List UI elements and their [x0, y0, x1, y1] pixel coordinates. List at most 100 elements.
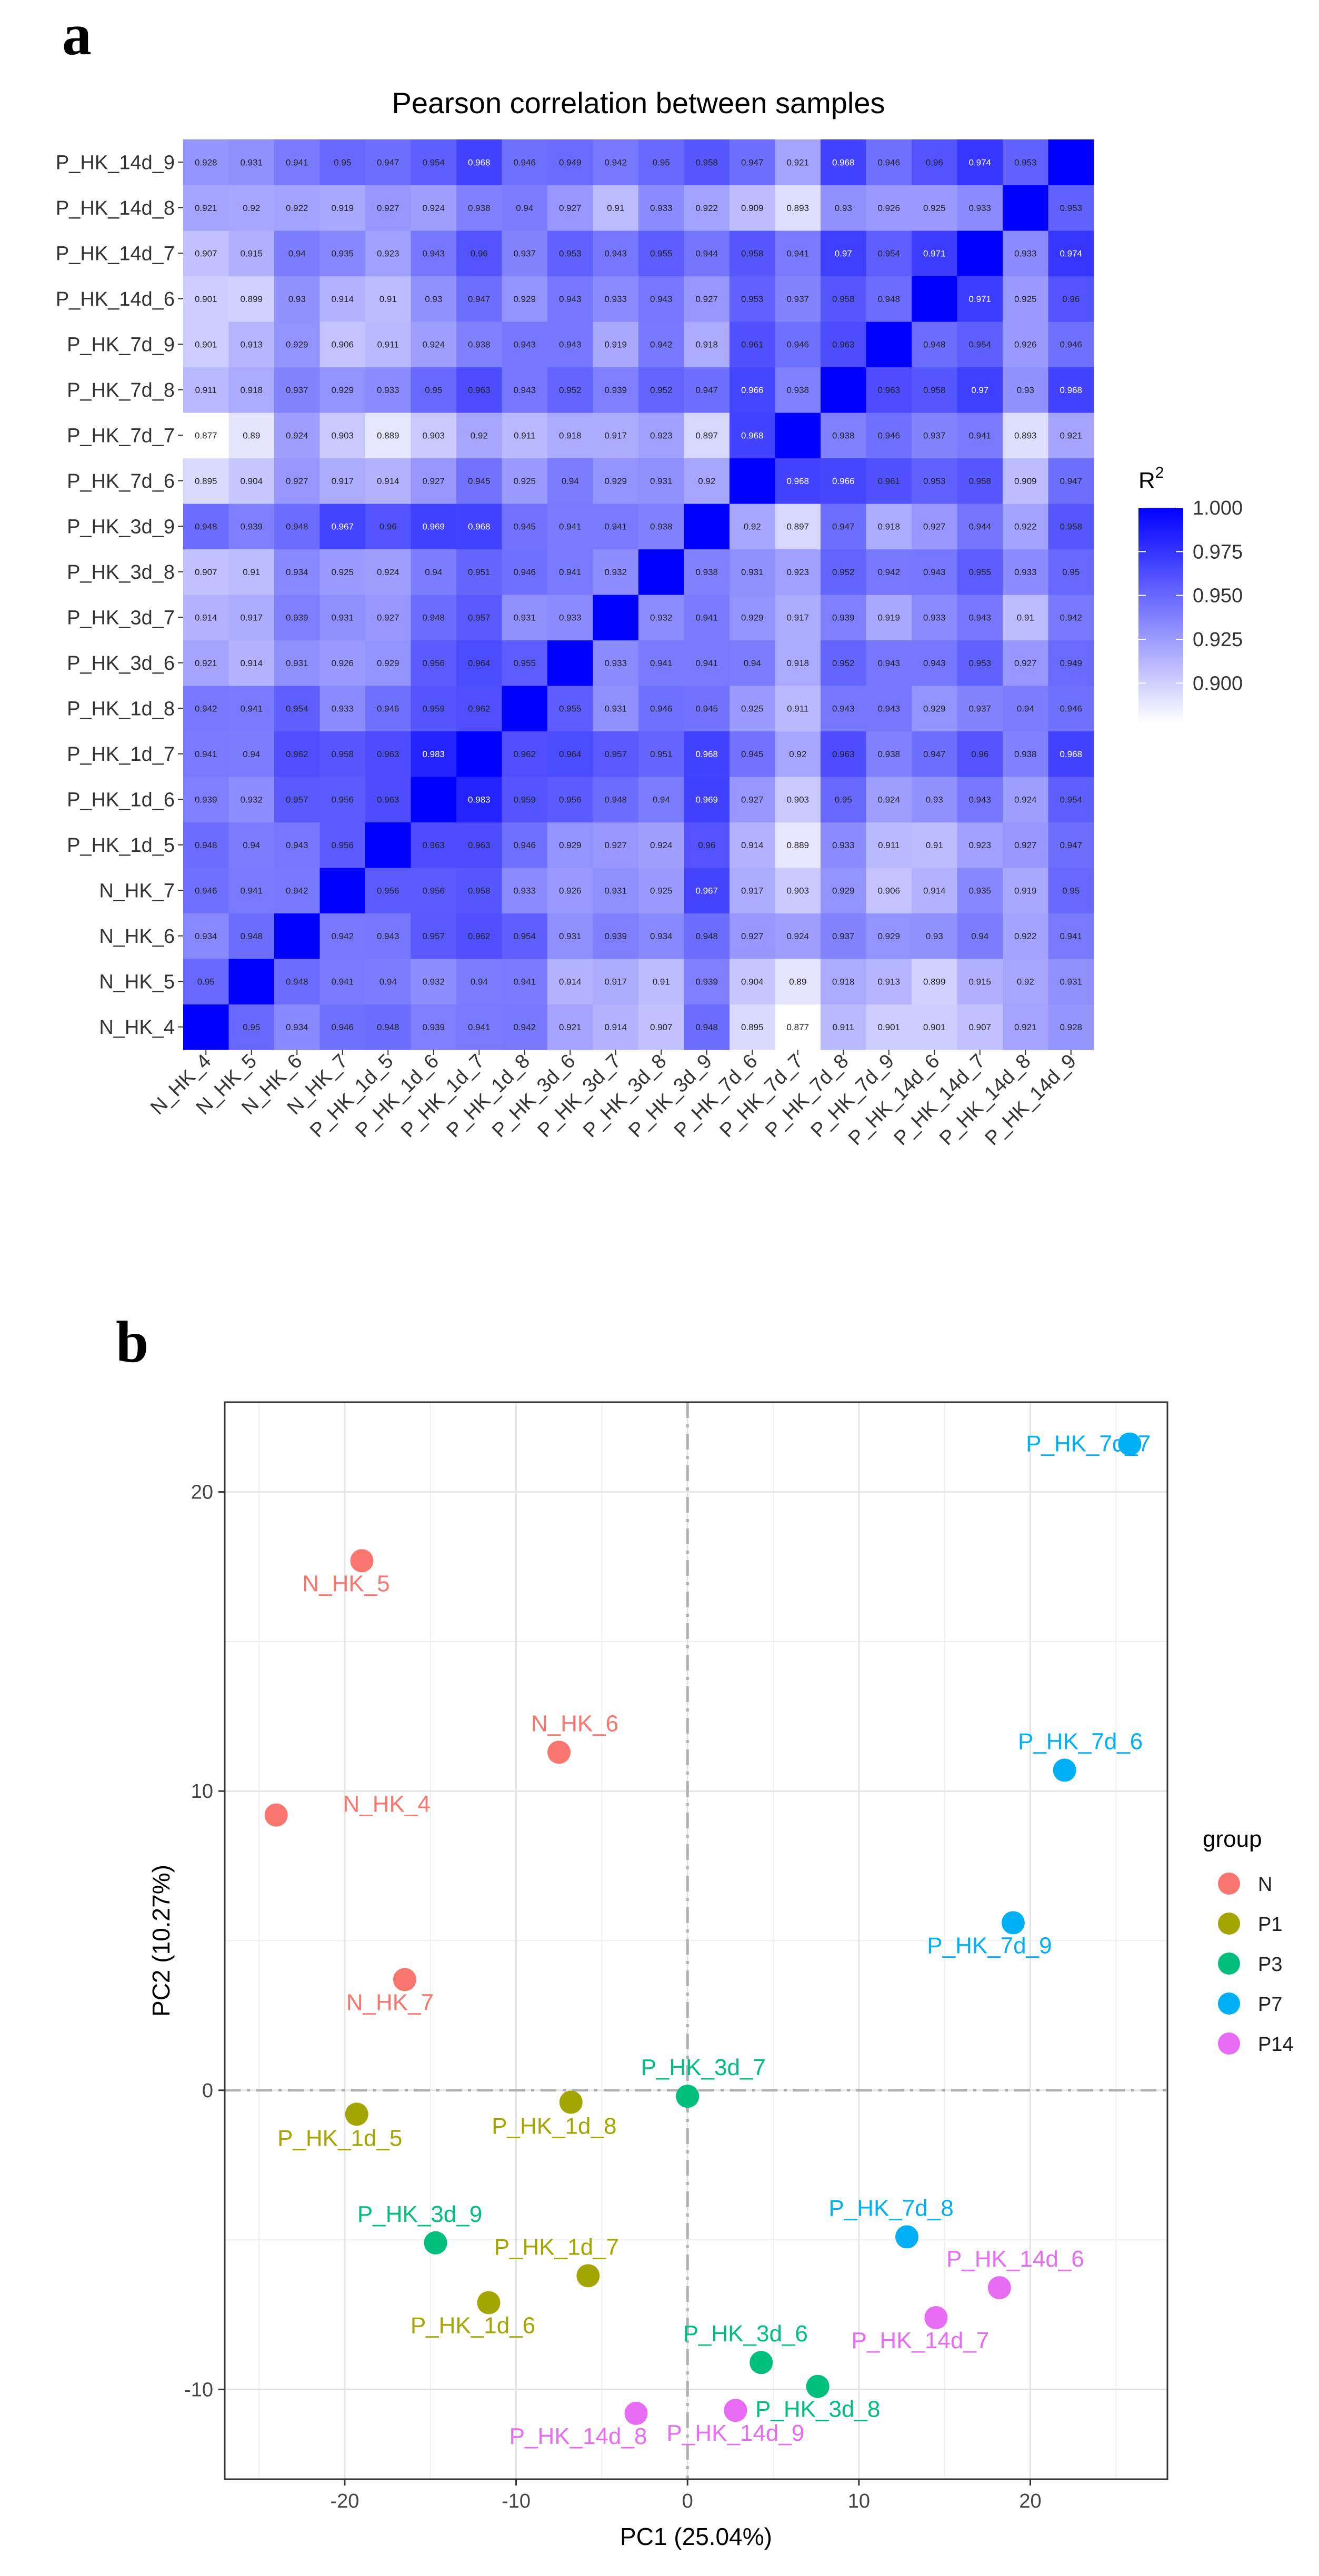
heatmap-cell-label: 0.933 — [1014, 248, 1037, 258]
heatmap-cell-label: 0.968 — [468, 521, 491, 531]
heatmap-cell-label: 0.925 — [331, 567, 354, 577]
pca-y-tick-label: 10 — [191, 1780, 213, 1803]
heatmap-cell-label: 0.899 — [923, 977, 946, 987]
heatmap-cell — [502, 367, 548, 413]
heatmap-cell — [319, 595, 366, 641]
pca-point — [924, 2306, 948, 2329]
heatmap-cell — [228, 777, 275, 823]
heatmap-cell — [821, 139, 867, 186]
heatmap-cell-label: 0.922 — [695, 203, 718, 213]
heatmap-cell — [456, 959, 503, 1005]
heatmap-cell — [502, 549, 548, 595]
pca-point-label: P_HK_1d_5 — [277, 2125, 402, 2151]
heatmap-cell — [547, 185, 594, 231]
heatmap-cell — [1048, 230, 1094, 277]
heatmap-cell — [1003, 595, 1049, 641]
heatmap-cell — [411, 595, 457, 641]
heatmap-cell — [1003, 777, 1049, 823]
pca-point — [1053, 1758, 1076, 1782]
heatmap-cell-label: 0.943 — [877, 703, 900, 713]
heatmap-cell — [866, 367, 912, 413]
heatmap-cell-label: 0.922 — [1014, 521, 1037, 531]
heatmap-cell-label: 0.969 — [422, 521, 445, 531]
heatmap-cell — [821, 367, 867, 413]
heatmap-cell — [411, 640, 457, 686]
heatmap-cell — [730, 686, 776, 732]
heatmap-cell-label: 0.968 — [695, 749, 718, 759]
heatmap-cell — [365, 276, 412, 322]
heatmap-cell-label: 0.931 — [513, 612, 536, 622]
heatmap-cell-label: 0.946 — [513, 840, 536, 850]
heatmap-cell — [638, 185, 685, 231]
heatmap-cell — [912, 777, 958, 823]
heatmap-cell-label: 0.942 — [286, 886, 308, 895]
heatmap-cell — [638, 640, 685, 686]
heatmap-cell — [684, 822, 730, 868]
heatmap-cell — [411, 185, 457, 231]
heatmap-cell-label: 0.937 — [832, 931, 855, 941]
heatmap-cell — [365, 321, 412, 368]
pca-point — [477, 2291, 501, 2315]
heatmap-cell — [411, 868, 457, 914]
heatmap-cell-label: 0.958 — [968, 476, 991, 486]
heatmap-cell-label: 0.919 — [877, 612, 900, 622]
heatmap-cell — [593, 822, 639, 868]
heatmap-cell — [821, 595, 867, 641]
heatmap-cell-label: 0.964 — [559, 749, 582, 759]
heatmap-cell — [319, 458, 366, 504]
heatmap-y-tick-label: P_HK_1d_6 — [67, 789, 175, 811]
heatmap-cell-label: 0.93 — [926, 794, 943, 804]
heatmap-cell — [502, 504, 548, 550]
heatmap-cell — [638, 276, 685, 322]
heatmap-cell-label: 0.895 — [741, 1022, 764, 1032]
heatmap-cell-label: 0.955 — [968, 567, 991, 577]
heatmap-cell — [775, 640, 821, 686]
heatmap-cell-label: 0.939 — [695, 977, 718, 987]
heatmap-cell — [638, 367, 685, 413]
heatmap-cell — [274, 640, 321, 686]
heatmap-cell-label: 0.929 — [877, 931, 900, 941]
heatmap-cell-label: 0.932 — [240, 794, 263, 804]
heatmap-cell-label: 0.945 — [513, 521, 536, 531]
pca-legend-label: P7 — [1258, 1994, 1282, 2016]
heatmap-cell — [730, 321, 776, 368]
heatmap-cell-label: 0.94 — [471, 977, 488, 987]
heatmap-cell — [1003, 276, 1049, 322]
heatmap-y-tick-label: P_HK_14d_6 — [56, 288, 175, 310]
heatmap-cell-label: 0.901 — [923, 1022, 946, 1032]
heatmap-cell-label: 0.957 — [468, 612, 491, 622]
heatmap-cell-label: 0.946 — [786, 339, 809, 349]
heatmap-cell — [319, 367, 366, 413]
heatmap-cell-label: 0.929 — [559, 840, 582, 850]
heatmap-cell — [1048, 595, 1094, 641]
heatmap-colorbar — [1138, 508, 1183, 723]
heatmap-cell — [912, 595, 958, 641]
heatmap-cell — [365, 868, 412, 914]
heatmap-cell — [228, 139, 275, 186]
heatmap-cell — [183, 1004, 229, 1050]
heatmap-cell — [821, 458, 867, 504]
heatmap-cell — [411, 1004, 457, 1050]
heatmap-title: Pearson correlation between samples — [392, 86, 885, 119]
heatmap-cell-label: 0.941 — [604, 521, 627, 531]
heatmap-cell — [228, 868, 275, 914]
pca-point-label: P_HK_14d_6 — [946, 2246, 1084, 2272]
heatmap-cell-label: 0.921 — [559, 1022, 582, 1032]
heatmap-cell — [456, 777, 503, 823]
heatmap-cell-label: 0.915 — [968, 977, 991, 987]
heatmap-cell-label: 0.925 — [1014, 294, 1037, 304]
heatmap-cell — [456, 595, 503, 641]
heatmap-cell-label: 0.931 — [240, 157, 263, 167]
heatmap-cell-label: 0.897 — [786, 521, 809, 531]
heatmap-cell — [638, 412, 685, 459]
pca-legend-swatch — [1218, 1913, 1240, 1935]
heatmap-cell — [547, 230, 594, 277]
heatmap-cell-label: 0.927 — [422, 476, 445, 486]
heatmap-cell-label: 0.964 — [468, 658, 491, 668]
heatmap-cell — [821, 731, 867, 777]
heatmap-cell — [821, 959, 867, 1005]
heatmap-cell — [183, 640, 229, 686]
heatmap-cell — [411, 139, 457, 186]
pca-point-label: N_HK_6 — [531, 1710, 618, 1736]
heatmap-cell — [866, 185, 912, 231]
